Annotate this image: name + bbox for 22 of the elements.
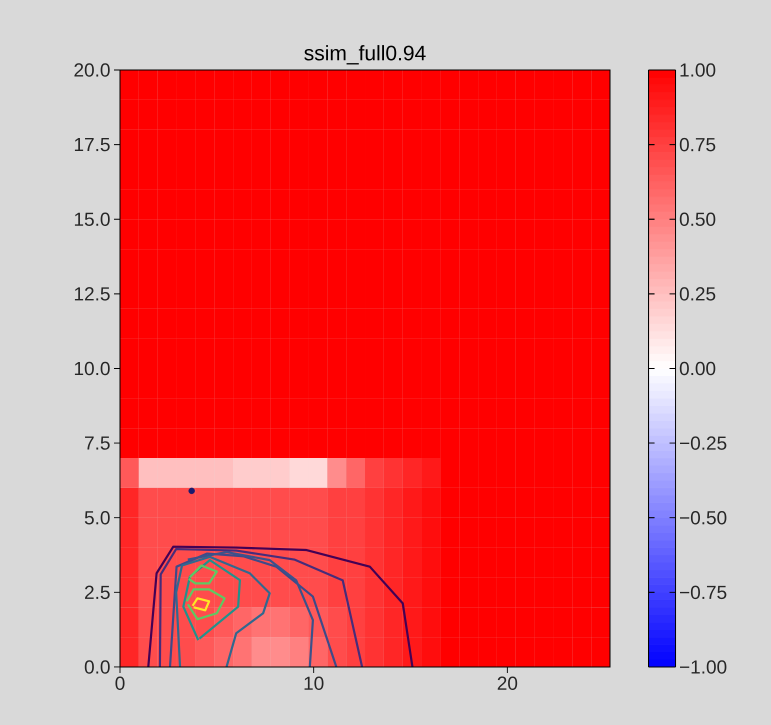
color-bar-label: −1.00: [680, 660, 726, 674]
y-tick-label: 0.0: [84, 660, 110, 674]
x-tick-label: 0: [115, 676, 125, 690]
x-tick-label: 20: [498, 676, 518, 690]
x-tick-label: 10: [304, 676, 324, 690]
color-bar-label: 1.00: [680, 63, 716, 77]
y-tick-label: 17.5: [74, 138, 110, 152]
color-bar-label: −0.75: [680, 586, 726, 600]
chart-title: ssim_full0.94: [304, 45, 426, 64]
color-bar-label: −0.50: [680, 511, 726, 524]
color-bar-label: 0.25: [680, 287, 716, 301]
y-tick-label: 15.0: [74, 212, 110, 226]
color-bar-label: 0.00: [680, 362, 716, 376]
color-bar-label: 0.75: [680, 138, 716, 152]
y-tick-label: 2.5: [85, 586, 110, 600]
color-bar-label: 0.50: [680, 212, 716, 226]
y-tick-label: 10.0: [74, 362, 110, 376]
y-tick-label: 7.5: [85, 436, 110, 450]
y-tick-label: 20.0: [74, 63, 110, 77]
y-tick-label: 5.0: [84, 511, 110, 524]
color-bar-label: −0.25: [680, 436, 726, 450]
y-tick-label: 12.5: [74, 287, 110, 301]
